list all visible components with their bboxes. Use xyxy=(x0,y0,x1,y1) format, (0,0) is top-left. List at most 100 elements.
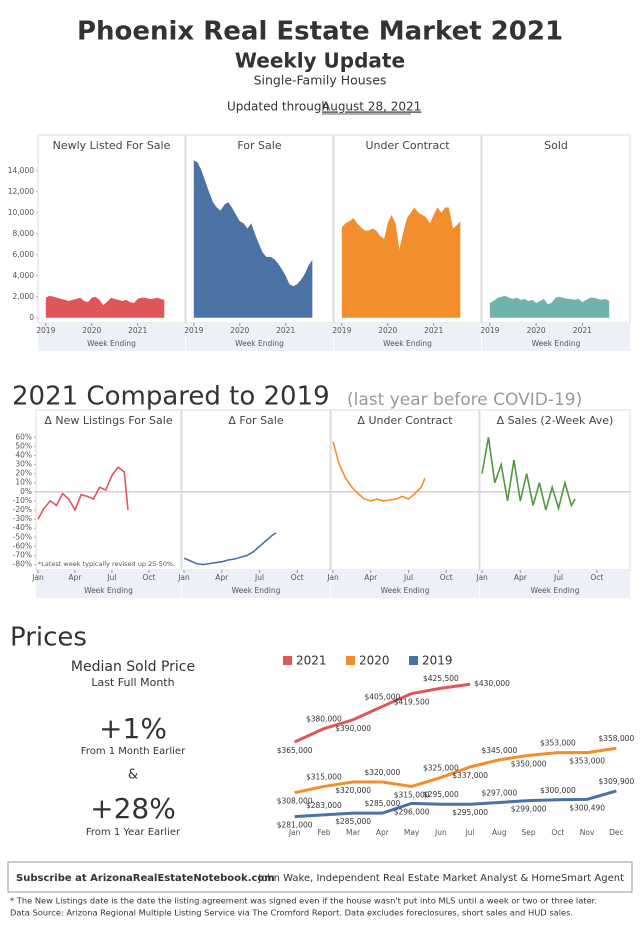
x-axis-label: Week Ending xyxy=(232,586,281,595)
value-label: $419,500 xyxy=(394,698,430,707)
updated-prefix: Updated through xyxy=(227,100,329,114)
x-axis-band xyxy=(36,570,181,598)
year-label: From 1 Year Earlier xyxy=(86,827,181,838)
area xyxy=(489,295,610,318)
value-label: $430,000 xyxy=(474,679,510,688)
y-tick-label: -10% xyxy=(13,496,32,505)
note: *Latest week typically revised up 25-50%… xyxy=(38,560,175,568)
x-tick-label: Jun xyxy=(434,828,447,837)
value-label: $350,000 xyxy=(511,759,547,768)
value-label: $365,000 xyxy=(277,746,313,755)
value-label: $358,000 xyxy=(598,734,634,743)
y-tick-label: -40% xyxy=(13,523,32,532)
panel-frame xyxy=(479,409,631,571)
x-tick-label: Oct xyxy=(291,573,304,582)
value-label: $390,000 xyxy=(335,724,371,733)
value-label: $283,000 xyxy=(306,801,342,810)
panel-title: Newly Listed For Sale xyxy=(53,139,171,152)
y-tick-label: -50% xyxy=(13,532,32,541)
value-label: $300,490 xyxy=(569,803,605,812)
month-change: +1% xyxy=(99,712,167,745)
x-tick-label: Jul xyxy=(403,573,413,582)
line xyxy=(332,441,426,502)
value-label: $315,000 xyxy=(394,790,430,799)
y-tick-label: 60% xyxy=(15,432,32,441)
segment: Single-Family Houses xyxy=(254,73,387,88)
price-line xyxy=(294,789,617,819)
x-tick-label: 2019 xyxy=(184,326,203,335)
x-tick-label: May xyxy=(404,828,420,837)
panel-title: Δ New Listings For Sale xyxy=(44,414,172,427)
x-tick-label: 2020 xyxy=(230,326,249,335)
x-tick-label: Dec xyxy=(609,828,624,837)
legend-label: 2021 xyxy=(296,654,327,668)
y-tick-label: -80% xyxy=(13,560,32,569)
x-tick-label: Oct xyxy=(551,828,564,837)
x-tick-label: Nov xyxy=(580,828,595,837)
panel-frame xyxy=(35,409,182,571)
x-tick-label: Aug xyxy=(492,828,507,837)
summary-period: Last Full Month xyxy=(91,676,174,689)
value-label: $309,900 xyxy=(598,777,634,786)
line xyxy=(183,532,277,566)
x-tick-label: Jan xyxy=(475,573,488,582)
month-label: From 1 Month Earlier xyxy=(81,746,186,757)
page-subtitle: Weekly Update xyxy=(235,49,405,73)
panel-title: Δ Sales (2-Week Ave) xyxy=(497,414,614,427)
value-label: $353,000 xyxy=(540,739,576,748)
legend-swatch xyxy=(283,656,292,665)
footnote: Data Source: Arizona Regional Multiple L… xyxy=(10,908,573,918)
y-tick-label: 50% xyxy=(15,441,32,450)
value-label: $353,000 xyxy=(569,757,605,766)
area xyxy=(45,295,165,318)
y-tick-label: 6,000 xyxy=(13,250,35,259)
value-label: $325,000 xyxy=(423,764,459,773)
summary-title: Median Sold Price xyxy=(71,659,195,675)
x-tick-label: Jan xyxy=(177,573,190,582)
value-label: $405,000 xyxy=(364,692,400,701)
y-tick-label: 12,000 xyxy=(8,187,34,196)
panel-frame xyxy=(330,409,480,571)
section-note: (last year before COVID-19) xyxy=(347,390,582,410)
x-tick-label: 2019 xyxy=(36,326,55,335)
y-tick-label: 30% xyxy=(15,460,32,469)
panel-title: Under Contract xyxy=(365,139,450,152)
x-tick-label: Jul xyxy=(106,573,116,582)
x-tick-label: 2019 xyxy=(332,326,351,335)
y-tick-label: -20% xyxy=(13,505,32,514)
y-tick-label: 10,000 xyxy=(8,208,34,217)
area xyxy=(341,207,461,318)
value-label: $285,000 xyxy=(364,799,400,808)
x-axis-band xyxy=(480,570,630,598)
price-line xyxy=(294,746,617,795)
x-tick-label: Jan xyxy=(31,573,44,582)
subscribe[interactable]: Subscribe at ArizonaRealEstateNotebook.c… xyxy=(16,873,275,884)
x-tick-label: Sep xyxy=(522,828,536,837)
price-line xyxy=(294,682,471,744)
panel-title: Δ Under Contract xyxy=(357,414,453,427)
x-axis-band xyxy=(186,323,333,351)
y-tick-label: 10% xyxy=(15,478,32,487)
x-tick-label: Apr xyxy=(215,573,229,582)
y-tick-label: 40% xyxy=(15,450,32,459)
value-label: $337,000 xyxy=(452,771,488,780)
x-tick-label: 2020 xyxy=(82,326,101,335)
x-axis-band xyxy=(482,323,630,351)
x-tick-label: 2021 xyxy=(573,326,592,335)
area xyxy=(193,160,313,318)
x-axis-band xyxy=(38,323,185,351)
x-tick-label: Mar xyxy=(346,828,361,837)
value-label: $425,500 xyxy=(423,674,459,683)
x-tick-label: Jan xyxy=(326,573,339,582)
value-label: $285,000 xyxy=(335,817,371,826)
value-label: $380,000 xyxy=(306,715,342,724)
x-axis-band xyxy=(182,570,330,598)
x-tick-label: Apr xyxy=(364,573,378,582)
x-tick-label: 2020 xyxy=(378,326,397,335)
author: John Wake, Independent Real Estate Marke… xyxy=(257,873,624,884)
x-axis-label: Week Ending xyxy=(235,339,284,348)
y-tick-label: -30% xyxy=(13,514,32,523)
x-axis-label: Week Ending xyxy=(87,339,136,348)
panel-frame xyxy=(37,134,186,324)
